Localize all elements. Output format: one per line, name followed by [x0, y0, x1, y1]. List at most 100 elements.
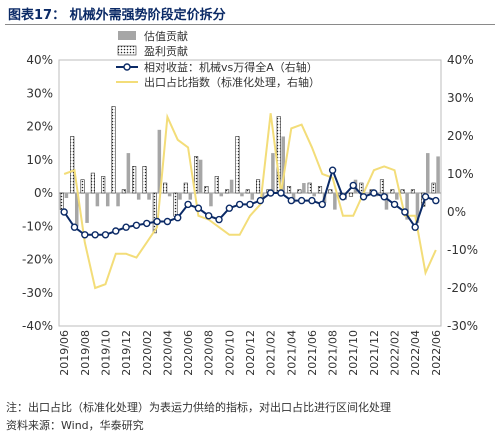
relative-return-point — [421, 193, 430, 201]
x-tick-label: 2021/10 — [347, 330, 360, 376]
profit-bar — [70, 136, 75, 194]
x-tick-label: 2021/08 — [327, 330, 340, 376]
relative-return-point — [70, 223, 79, 231]
profit-bar — [111, 106, 116, 194]
valuation-bar — [85, 193, 89, 223]
valuation-bar — [271, 153, 275, 193]
x-tick-label: 2019/08 — [79, 330, 92, 376]
relative-return-point — [370, 189, 378, 197]
right-tick-label: 40% — [447, 53, 474, 67]
relative-return-point — [432, 196, 440, 205]
left-tick-label: 40% — [26, 53, 53, 67]
legend-swatch-valuation — [118, 31, 136, 40]
profit-bar — [204, 186, 209, 194]
profit-bar — [59, 192, 64, 210]
valuation-bar — [105, 193, 110, 207]
x-axis: 2019/06 2019/08 2019/10 2019/12 2020/02 2020/… — [58, 330, 443, 376]
x-tick-label: 2020/06 — [182, 330, 195, 376]
valuation-bar — [281, 136, 285, 193]
relative-return-point — [266, 189, 275, 197]
profit-bar — [173, 192, 178, 217]
relative-return-point — [246, 200, 254, 209]
valuation-bar — [126, 153, 131, 193]
valuation-bar — [312, 193, 316, 197]
x-tick-label: 2022/04 — [409, 330, 422, 376]
valuation-bar — [384, 193, 389, 210]
profit-bar — [256, 179, 261, 194]
footnote: 注：出口占比（标准化处理）为表运力供给的指标，对出口占比进行区间化处理 — [6, 401, 391, 414]
relative-return-point — [112, 227, 120, 235]
valuation-bar — [415, 193, 420, 223]
valuation-bar — [333, 193, 337, 210]
profit-bar — [390, 189, 395, 194]
relative-return-point — [143, 219, 151, 228]
profit-bar — [90, 172, 95, 194]
right-tick-label: 20% — [447, 129, 474, 143]
relative-return-point — [225, 204, 234, 212]
valuation-bar — [64, 193, 69, 198]
valuation-bar — [219, 193, 224, 197]
relative-return-point — [318, 200, 326, 209]
valuation-bar — [167, 193, 172, 197]
valuation-bar — [240, 193, 244, 197]
profit-bar — [410, 189, 415, 194]
relative-return-point — [101, 231, 110, 239]
relative-return-point — [81, 231, 89, 239]
x-tick-label: 2020/02 — [141, 330, 154, 376]
valuation-bar — [426, 153, 430, 193]
x-tick-label: 2020/08 — [203, 330, 216, 376]
relative-return-point — [277, 189, 285, 197]
right-tick-label: 30% — [447, 91, 474, 105]
valuation-bar — [209, 193, 213, 207]
profit-bar — [245, 189, 250, 194]
x-tick-label: 2019/12 — [120, 330, 133, 376]
relative-return-point — [390, 200, 399, 209]
valuation-bars — [64, 129, 440, 227]
profit-bar — [194, 156, 199, 194]
valuation-bar — [260, 193, 265, 200]
left-tick-label: -30% — [22, 286, 53, 300]
relative-return-point — [328, 166, 337, 174]
profit-bar — [400, 189, 405, 194]
valuation-bar — [395, 193, 399, 200]
legend-label: 盈利贡献 — [144, 44, 188, 58]
relative-return-point — [235, 200, 244, 209]
profit-bar — [379, 179, 385, 194]
valuation-bar — [178, 193, 182, 200]
profit-bar — [348, 192, 354, 197]
export-share-path — [63, 113, 437, 290]
relative-return-point — [122, 223, 130, 231]
relative-return-point — [287, 196, 295, 205]
x-tick-label: 2021/06 — [306, 330, 319, 376]
right-tick-label: 0% — [447, 205, 466, 219]
left-tick-label: -10% — [22, 219, 53, 233]
relative-return-point — [256, 196, 265, 205]
valuation-bar — [436, 156, 440, 193]
relative-return-point — [215, 215, 223, 224]
legend-label: 出口占比指数（标准化处理，右轴） — [144, 75, 320, 89]
valuation-bar — [147, 193, 151, 200]
legend: 估值贡献盈利贡献相对收益：机械vs万得全A（右轴）出口占比指数（标准化处理，右轴… — [116, 29, 320, 89]
relative-return-point — [411, 223, 419, 231]
title-divider — [5, 24, 495, 25]
profit-bar — [80, 179, 85, 194]
relative-return-point — [205, 212, 213, 220]
relative-return-point — [194, 204, 203, 212]
profit-bar — [101, 176, 106, 194]
export-share-line — [63, 113, 437, 290]
profit-bar — [132, 166, 137, 194]
relative-return-point — [349, 181, 357, 190]
profit-bar — [431, 182, 436, 194]
legend-marker-relative — [123, 63, 131, 71]
relative-return-point — [153, 217, 161, 226]
x-tick-label: 2021/12 — [368, 330, 381, 376]
right-axis: 40% 30% 20% 10% 0% -10% -20% -30% — [447, 53, 478, 333]
relative-return-point — [308, 196, 316, 205]
profit-bar — [328, 189, 333, 194]
relative-return-point — [380, 193, 388, 201]
chart-title: 图表17： 机械外需强势阶段定价拆分 — [8, 8, 226, 23]
valuation-bar — [302, 183, 306, 193]
valuation-bar — [74, 193, 79, 227]
relative-return-line — [60, 166, 440, 239]
